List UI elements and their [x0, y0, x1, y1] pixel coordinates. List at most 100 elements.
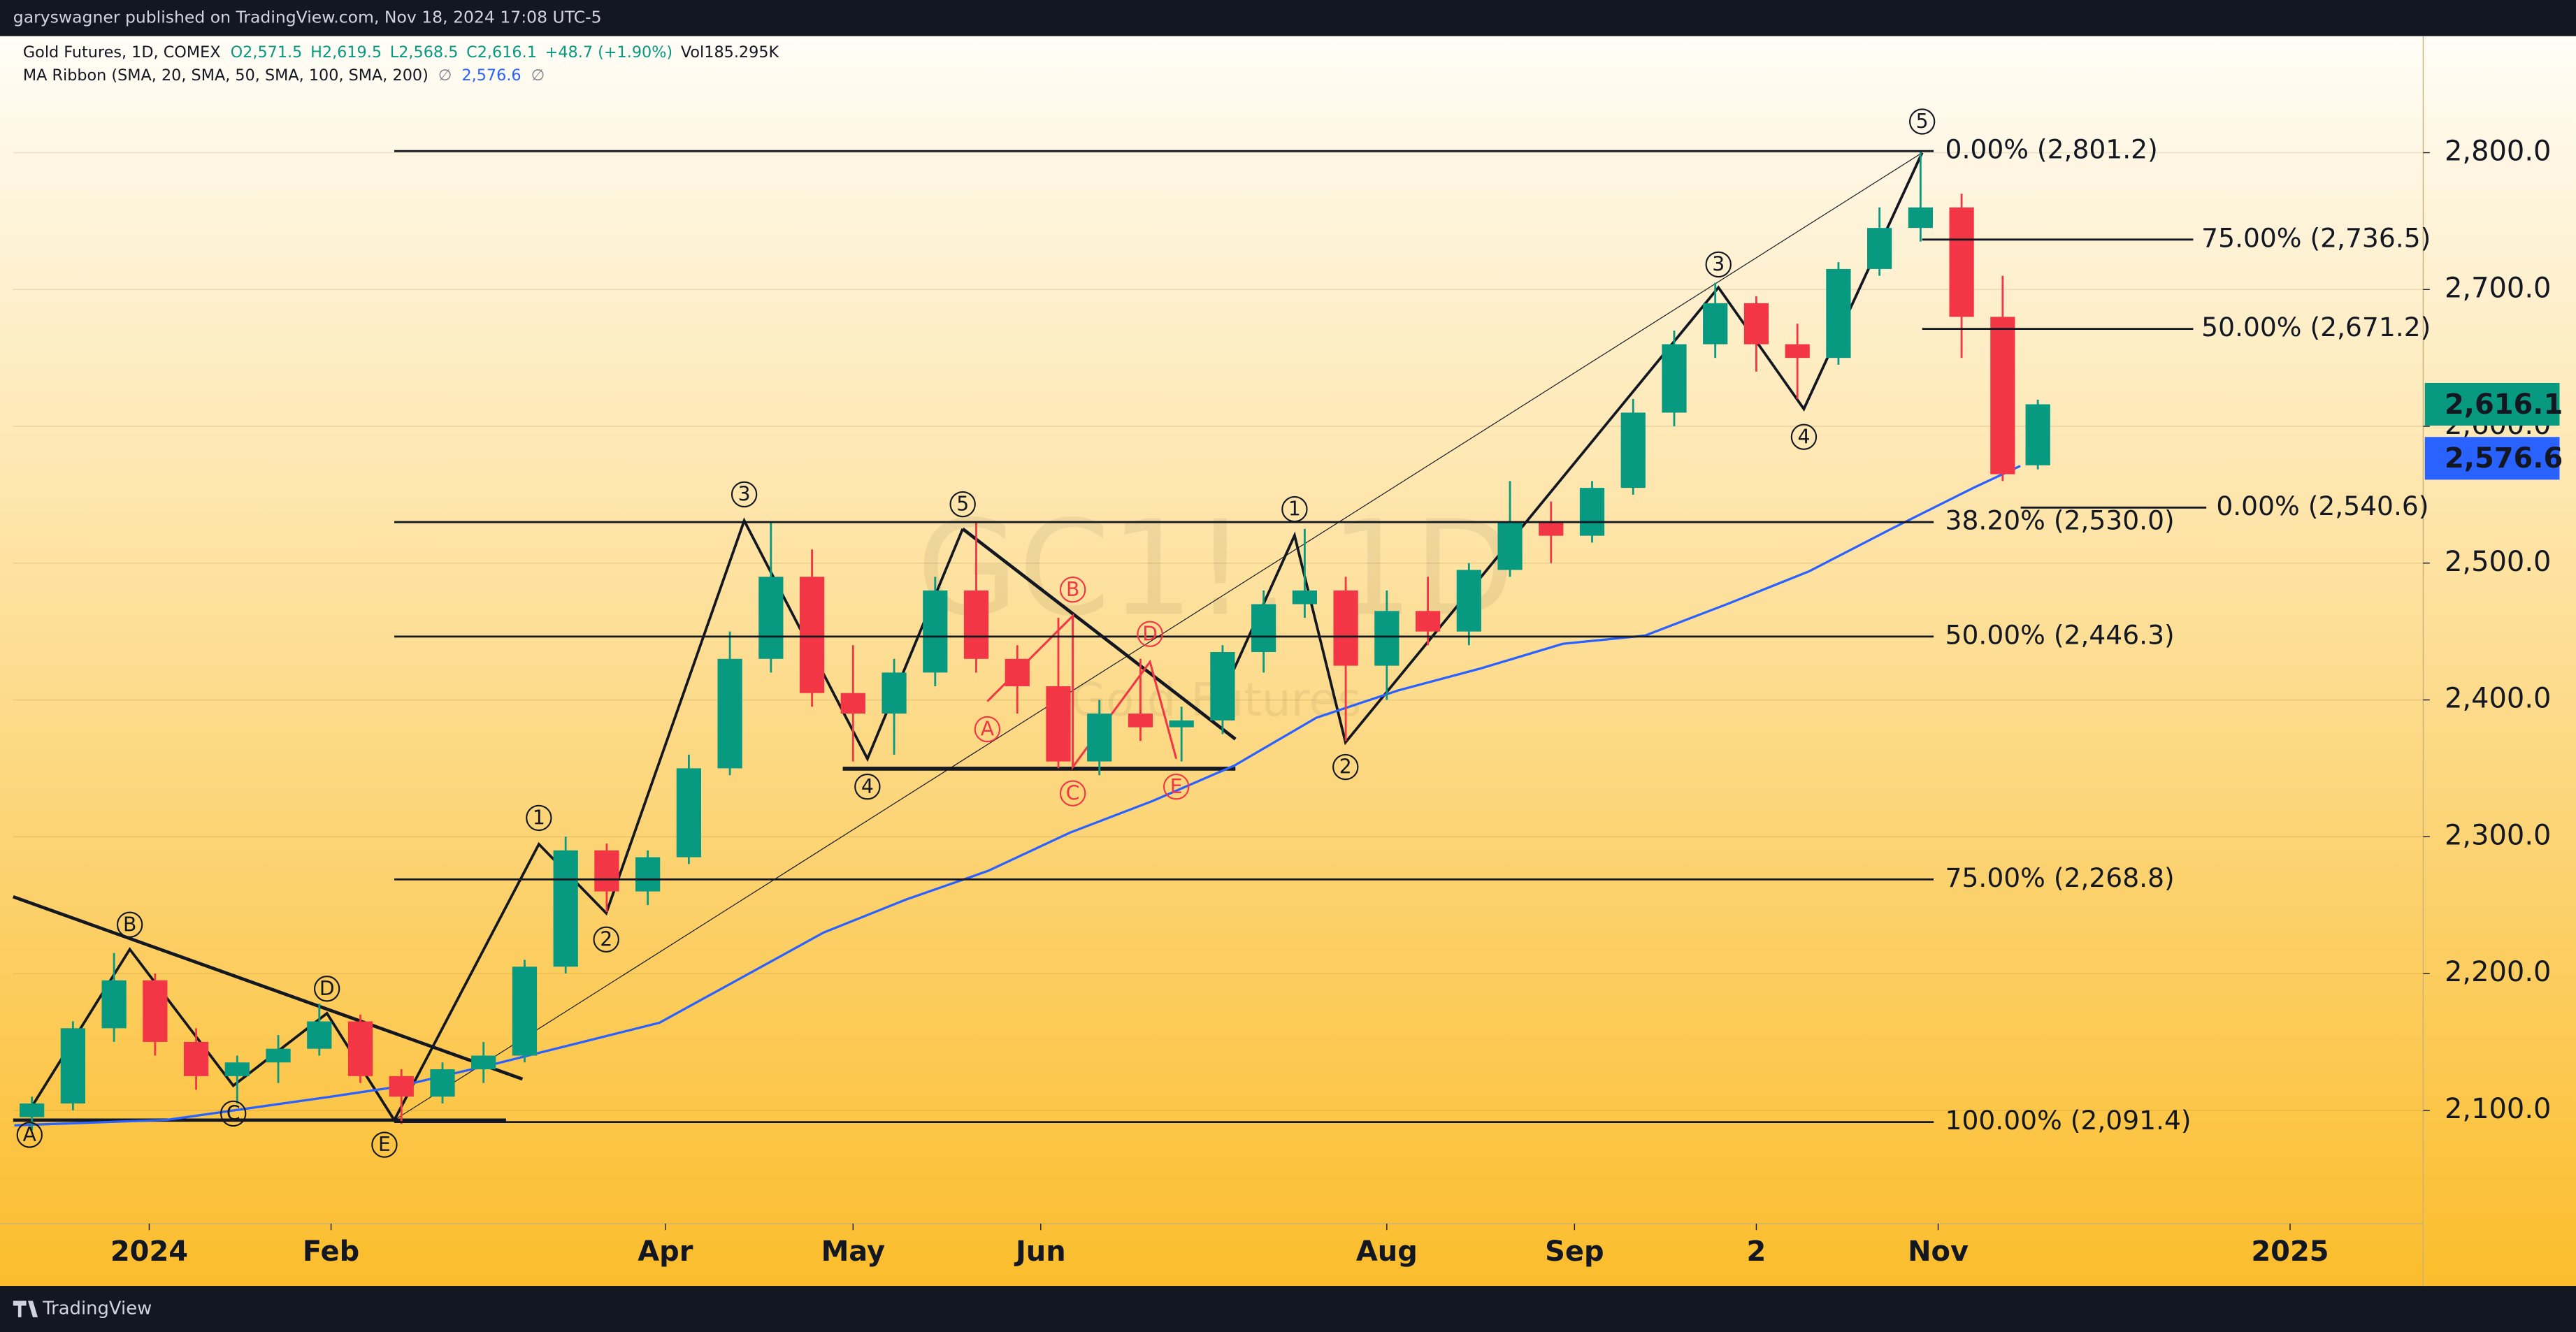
- y-tick-label: 2,500.0: [2445, 546, 2551, 578]
- wave-label: 3: [1712, 253, 1725, 276]
- fib-label: 0.00% (2,801.2): [1945, 134, 2158, 165]
- candle-body: [1456, 570, 1481, 632]
- wave-label: E: [1170, 775, 1183, 798]
- price-tag: [2424, 382, 2560, 426]
- candle-body: [2025, 404, 2050, 465]
- candle-body: [1374, 611, 1399, 666]
- fib-label: 75.00% (2,268.8): [1945, 862, 2175, 893]
- wave-label: E: [378, 1133, 391, 1156]
- fib-label: 50.00% (2,671.2): [2201, 312, 2431, 342]
- y-tick-label: 2,100.0: [2445, 1093, 2551, 1125]
- wave-label: 5: [1916, 110, 1929, 133]
- wave-label-circle: [949, 491, 976, 518]
- x-tick-label: Sep: [1545, 1236, 1604, 1268]
- wave-label-circle: [313, 976, 340, 1002]
- fib-label: 50.00% (2,446.3): [1945, 619, 2175, 650]
- wave-label-circle: [593, 926, 619, 953]
- candle-body: [1169, 720, 1194, 727]
- wave-label: A: [981, 718, 995, 741]
- ma-na: ∅: [438, 66, 452, 85]
- candle-body: [1703, 303, 1728, 345]
- x-tick-label: 2: [1747, 1236, 1766, 1268]
- candle-body: [1210, 652, 1235, 721]
- candle-body: [1539, 522, 1564, 536]
- candle-body: [882, 672, 907, 714]
- candle-body: [1662, 344, 1687, 413]
- wave-label: C: [226, 1102, 240, 1125]
- wave-label: 4: [861, 775, 874, 798]
- wave-label: 1: [1288, 498, 1301, 521]
- wave-label: D: [319, 977, 335, 1000]
- wave-label-circle: [731, 481, 758, 508]
- candle-body: [1949, 207, 1974, 317]
- candle-body: [307, 1021, 332, 1049]
- ohlc-value: H2,619.5: [310, 43, 382, 61]
- wave-label-circle: [1059, 577, 1086, 603]
- symbol: Gold Futures, 1D, COMEX: [23, 43, 221, 61]
- ma-value: 2,576.6: [461, 66, 521, 85]
- candle-body: [1415, 611, 1441, 632]
- wave-label-circle: [1059, 780, 1086, 806]
- trend-line: [13, 895, 524, 1081]
- wave-label: B: [1066, 578, 1079, 601]
- x-tick-label: Feb: [303, 1236, 359, 1268]
- brand-logo: [13, 1301, 38, 1317]
- candle-body: [840, 693, 865, 714]
- change: +48.7 (+1.90%): [545, 43, 672, 61]
- candle-body: [1579, 488, 1605, 536]
- ohlc-value: O2,571.5: [231, 43, 303, 61]
- candle-body: [101, 980, 127, 1029]
- wave-zigzag: [1214, 152, 1924, 746]
- ohlc-value: C2,616.1: [466, 43, 537, 61]
- wave-label-circle: [854, 774, 881, 800]
- wave-label-circle: [1908, 108, 1936, 135]
- wave-label: 2: [600, 927, 612, 950]
- y-tick-label: 2,300.0: [2445, 819, 2551, 851]
- candle-body: [717, 658, 742, 769]
- x-tick-label: Apr: [638, 1236, 693, 1268]
- candle-body: [1908, 207, 1933, 229]
- fib-label: 38.20% (2,530.0): [1945, 505, 2175, 536]
- candle-body: [1333, 590, 1358, 666]
- wave-label: B: [123, 913, 136, 936]
- candle-body: [1826, 268, 1851, 359]
- y-tick-label: 2,200.0: [2445, 956, 2551, 988]
- wave-label-circle: [974, 716, 1001, 743]
- price-tag-label: 2,616.1: [2445, 389, 2563, 421]
- candle-body: [1005, 658, 1030, 686]
- candle-body: [512, 967, 538, 1056]
- candle-body: [676, 768, 702, 857]
- wave-label-circle: [16, 1122, 43, 1148]
- wave-label: 1: [533, 806, 545, 830]
- price-tag-label: 2,576.6: [2445, 442, 2563, 475]
- candle-body: [1867, 228, 1892, 269]
- candle-body: [1785, 344, 1810, 359]
- candle-body: [1990, 317, 2015, 475]
- trend-line: [961, 527, 1237, 741]
- bottom-bar: [0, 1286, 2576, 1332]
- wave-label: 2: [1339, 755, 1352, 779]
- price-tag: [2424, 437, 2560, 480]
- x-tick-label: May: [821, 1236, 886, 1268]
- candle-body: [635, 857, 661, 892]
- wave-label-circle: [1281, 495, 1308, 523]
- candle-body: [224, 1062, 250, 1076]
- candle-body: [60, 1028, 86, 1103]
- x-tick-label: Jun: [1014, 1236, 1066, 1268]
- wave-label: 4: [1797, 425, 1810, 448]
- wave-label-circle: [1705, 251, 1732, 278]
- candle-body: [1292, 590, 1317, 605]
- candle-body: [799, 577, 825, 693]
- candle-body: [347, 1021, 373, 1076]
- wave-label-circle: [1137, 621, 1163, 647]
- wave-label-circle: [526, 804, 552, 832]
- wave-label-circle: [220, 1100, 247, 1127]
- wave-label-circle: [116, 911, 143, 938]
- candle-body: [758, 577, 784, 659]
- candle-body: [1743, 303, 1769, 345]
- x-tick-label: Aug: [1356, 1236, 1418, 1268]
- y-tick-label: 2,800.0: [2445, 136, 2551, 168]
- candle-body: [183, 1041, 209, 1076]
- candle-body: [1128, 714, 1153, 727]
